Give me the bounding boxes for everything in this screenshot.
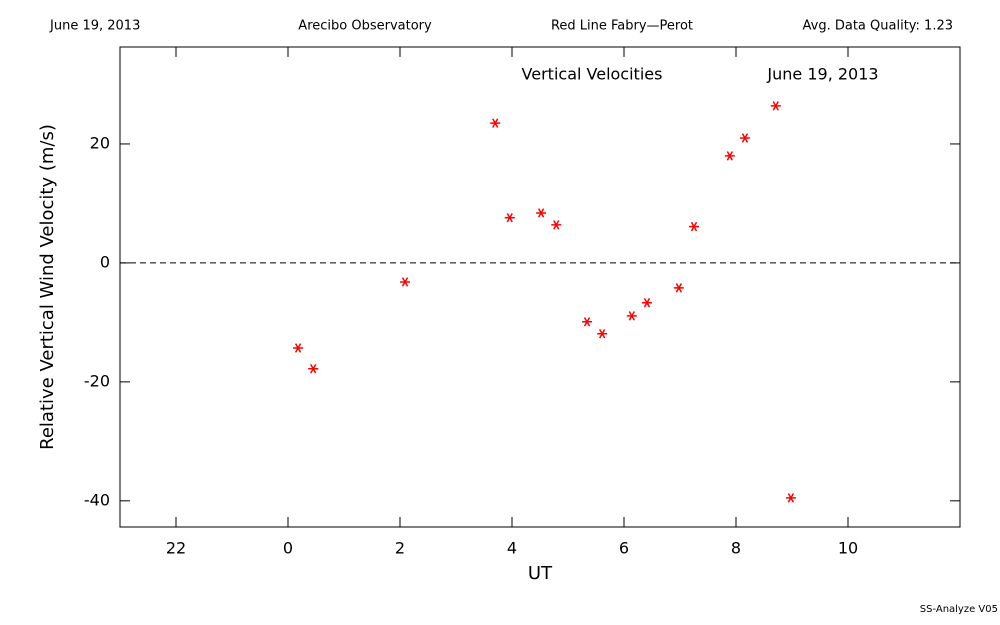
y-tick-label: -20	[84, 371, 110, 390]
y-tick-label: 20	[90, 133, 110, 152]
y-tick-label: 0	[100, 252, 110, 271]
header-quality: Avg. Data Quality: 1.23	[803, 19, 953, 34]
x-tick-label: 22	[166, 539, 186, 558]
chart-title: Vertical Velocities	[522, 65, 663, 84]
data-point	[785, 493, 796, 503]
x-tick-label: 2	[395, 539, 405, 558]
chart-subtitle: June 19, 2013	[766, 65, 878, 84]
y-axis-label: Relative Vertical Wind Velocity (m/s)	[37, 124, 58, 450]
data-point	[400, 277, 411, 287]
x-axis-label: UT	[528, 563, 553, 584]
data-point	[689, 221, 699, 232]
data-point	[293, 343, 304, 353]
data-point	[582, 317, 593, 327]
data-point	[504, 212, 515, 223]
header-date: June 19, 2013	[49, 19, 140, 34]
y-tick-label: -40	[84, 490, 110, 509]
data-point	[308, 364, 319, 374]
data-point	[597, 328, 608, 339]
x-tick-label: 0	[283, 539, 293, 558]
header-site: Arecibo Observatory	[298, 19, 432, 34]
footer: SS-Analyze V05	[920, 604, 998, 615]
header-instrument: Red Line Fabry—Perot	[551, 19, 693, 34]
x-tick-label: 4	[507, 539, 517, 558]
x-tick-label: 6	[619, 539, 629, 558]
x-tick-label: 10	[838, 539, 858, 558]
plot-frame	[119, 46, 961, 528]
x-tick-label: 8	[731, 539, 741, 558]
data-point	[770, 101, 781, 111]
data-point	[641, 298, 652, 308]
data-point	[626, 311, 637, 321]
data-point	[536, 208, 547, 218]
data-point	[739, 133, 750, 143]
data-point	[490, 118, 501, 128]
data-point	[551, 220, 562, 230]
data-point	[724, 151, 735, 161]
data-point	[673, 283, 684, 293]
